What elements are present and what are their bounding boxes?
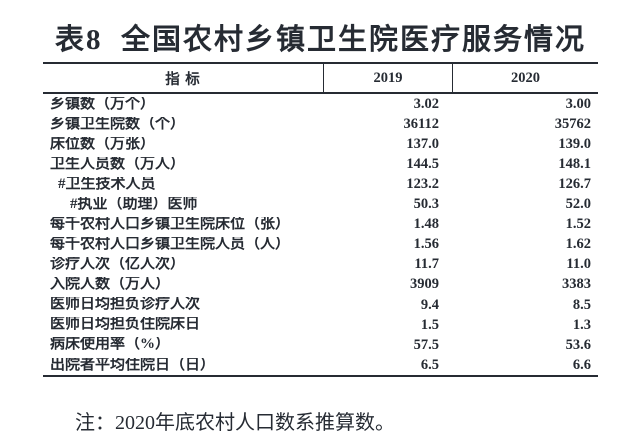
table-row: 床位数（万张） 137.0 139.0 xyxy=(43,134,598,154)
table-row: #卫生技术人员 123.2 126.7 xyxy=(43,174,598,194)
value-2019: 1.56 xyxy=(413,236,439,253)
column-header-indicator: 指 标 xyxy=(165,71,201,88)
value-2019: 3909 xyxy=(410,276,439,293)
column-header-2020: 2020 xyxy=(452,64,598,92)
row-label: 每千农村人口乡镇卫生院床位（张） xyxy=(50,217,291,232)
table-row: 入院人数（万人） 3909 3383 xyxy=(43,275,598,295)
value-2019: 137.0 xyxy=(406,135,439,152)
column-header-2019: 2019 xyxy=(323,64,452,92)
row-label: 每千农村人口乡镇卫生院人员（人） xyxy=(50,237,291,253)
value-2019: 11.7 xyxy=(414,256,439,273)
value-2020: 148.1 xyxy=(558,156,591,173)
value-2019: 3.02 xyxy=(413,95,439,112)
row-label: #执业（助理）医师 xyxy=(70,196,198,212)
value-2020: 126.7 xyxy=(558,176,591,193)
row-label: 乡镇数（万个） xyxy=(50,96,156,112)
table-row: 每千农村人口乡镇卫生院人员（人） 1.56 1.62 xyxy=(43,235,598,255)
row-label: 卫生人员数（万人） xyxy=(50,156,186,172)
value-2020: 11.0 xyxy=(566,256,591,273)
row-label: #卫生技术人员 xyxy=(58,176,156,192)
table-title: 表8 全国农村乡镇卫生院医疗服务情况 xyxy=(54,24,586,56)
row-label: 诊疗人次（亿人次） xyxy=(50,257,186,273)
value-2019: 144.5 xyxy=(406,156,439,173)
value-2020: 1.3 xyxy=(572,316,591,333)
value-2019: 57.5 xyxy=(413,336,439,353)
table-row: 医师日均担负住院床日 1.5 1.3 xyxy=(43,315,598,335)
value-2020: 35762 xyxy=(554,115,591,132)
data-table: 指 标 2019 2020 乡镇数（万个） 3.02 3.00 乡镇卫生院数（个） 36… xyxy=(43,62,598,377)
value-2019: 123.2 xyxy=(406,176,439,193)
table-row: #执业（助理）医师 50.3 52.0 xyxy=(43,194,598,214)
table-row: 医师日均担负诊疗人次 9.4 8.5 xyxy=(43,295,598,315)
value-2019: 50.3 xyxy=(413,196,439,213)
row-label: 入院人数（万人） xyxy=(50,277,171,293)
row-label: 乡镇卫生院数（个） xyxy=(50,116,186,132)
table-row: 乡镇卫生院数（个） 36112 35762 xyxy=(43,114,598,134)
value-2020: 52.0 xyxy=(565,196,591,213)
value-2019: 1.48 xyxy=(413,216,439,233)
value-2020: 3.00 xyxy=(565,95,591,112)
row-label: 病床使用率（%） xyxy=(50,337,171,353)
table-row: 病床使用率（%） 57.5 53.6 xyxy=(43,335,598,355)
table-row: 诊疗人次（亿人次） 11.7 11.0 xyxy=(43,255,598,275)
value-2019: 6.5 xyxy=(420,356,439,373)
table-row: 乡镇数（万个） 3.02 3.00 xyxy=(43,94,598,114)
value-2020: 1.52 xyxy=(565,216,591,233)
row-label: 出院者平均住院日（日） xyxy=(50,357,216,373)
table-note: 注：2020年底农村人口数系推算数。 xyxy=(75,412,395,434)
row-label: 床位数（万张） xyxy=(50,136,156,152)
value-2020: 139.0 xyxy=(558,135,591,152)
table-body: 乡镇数（万个） 3.02 3.00 乡镇卫生院数（个） 36112 35762 床位数（万张… xyxy=(43,94,598,375)
value-2020: 8.5 xyxy=(572,296,591,313)
value-2020: 53.6 xyxy=(565,336,591,353)
table-row: 出院者平均住院日（日） 6.5 6.6 xyxy=(43,355,598,375)
row-label: 医师日均担负诊疗人次 xyxy=(50,297,201,313)
value-2020: 1.62 xyxy=(565,236,591,253)
table-row: 卫生人员数（万人） 144.5 148.1 xyxy=(43,154,598,174)
value-2019: 1.5 xyxy=(420,316,439,333)
value-2020: 3383 xyxy=(562,276,591,293)
value-2019: 9.4 xyxy=(420,296,439,313)
value-2020: 6.6 xyxy=(572,356,591,373)
table-row: 每千农村人口乡镇卫生院床位（张） 1.48 1.52 xyxy=(43,214,598,234)
row-label: 医师日均担负住院床日 xyxy=(50,317,201,333)
value-2019: 36112 xyxy=(403,115,439,132)
table-header-row: 指 标 2019 2020 xyxy=(43,64,598,94)
